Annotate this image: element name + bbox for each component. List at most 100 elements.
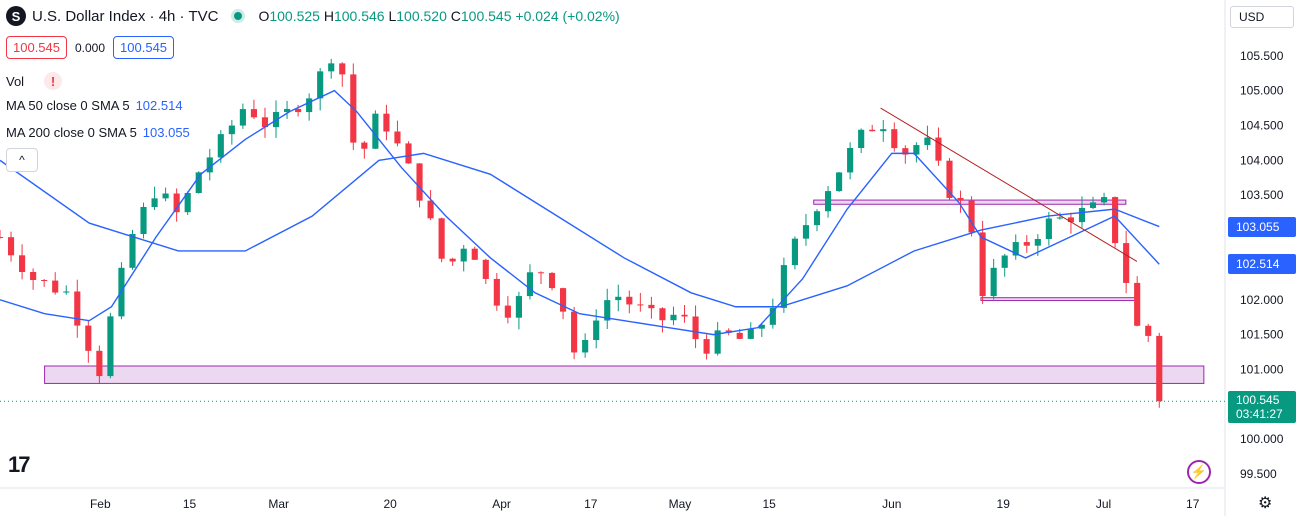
indicator-ma50[interactable]: MA 50 close 0 SMA 5 102.514 xyxy=(6,98,183,113)
candle-body xyxy=(604,300,611,321)
candle-body xyxy=(615,296,622,301)
last-price-tag: 100.545 03:41:27 xyxy=(1228,391,1296,424)
candle-body xyxy=(813,211,821,226)
candle-body xyxy=(460,248,467,262)
symbol-title[interactable]: U.S. Dollar Index · 4h · TVC xyxy=(32,7,219,25)
candle-body xyxy=(1156,335,1163,402)
price-tick-label: 105.500 xyxy=(1240,49,1284,63)
candle-body xyxy=(493,278,500,306)
candle-body xyxy=(637,304,644,306)
candle-body xyxy=(85,325,92,351)
time-tick-label: 20 xyxy=(383,497,397,511)
candle-body xyxy=(261,117,269,128)
candle-body xyxy=(526,272,534,297)
candle-body xyxy=(560,288,567,312)
candle-body xyxy=(162,193,169,199)
candle-body xyxy=(935,137,942,161)
indicator-label: Vol xyxy=(6,73,25,89)
candle-body xyxy=(173,193,180,213)
currency-select[interactable]: USD xyxy=(1230,6,1294,28)
ma200-line xyxy=(0,152,1160,308)
candle-body xyxy=(416,163,423,201)
candle-body xyxy=(504,305,511,318)
indicator-value: 103.055 xyxy=(142,125,190,140)
symbol-icon[interactable]: S xyxy=(6,6,26,26)
candle-body xyxy=(593,320,600,341)
candle-body xyxy=(52,280,59,293)
time-tick-label: Jun xyxy=(882,497,901,511)
time-tick-label: Mar xyxy=(268,497,289,511)
buy-button[interactable]: 100.545 xyxy=(113,36,175,59)
candle-body xyxy=(295,108,302,113)
candle-body xyxy=(140,206,147,235)
candle-body xyxy=(427,200,434,219)
candle-body xyxy=(847,147,854,173)
candle-body xyxy=(869,129,876,132)
candle-body xyxy=(891,129,898,149)
candle-body xyxy=(1045,218,1052,240)
candle-body xyxy=(858,129,865,148)
candle-body xyxy=(7,237,15,256)
countdown-value: 03:41:27 xyxy=(1236,407,1283,422)
gear-icon[interactable]: ⚙ xyxy=(1258,495,1273,512)
price-tick-label: 103.500 xyxy=(1240,188,1284,202)
indicator-ma200[interactable]: MA 200 close 0 SMA 5 103.055 xyxy=(6,125,190,140)
candle-body xyxy=(1134,282,1141,326)
candle-body xyxy=(250,109,257,118)
candle-body xyxy=(394,131,401,144)
candle-body xyxy=(482,259,489,279)
indicator-label: MA 50 close 0 SMA 5 xyxy=(6,98,130,113)
candle-body xyxy=(648,304,655,309)
trade-panel: 100.545 0.000 100.545 xyxy=(6,36,175,59)
candle-body xyxy=(1100,197,1108,203)
time-tick-label: 15 xyxy=(762,497,776,511)
indicator-value: 102.514 xyxy=(135,98,183,113)
candle-body xyxy=(582,340,589,353)
candle-body xyxy=(195,172,202,194)
candle-body xyxy=(151,198,158,207)
time-tick-label: 19 xyxy=(997,497,1011,511)
candle-body xyxy=(328,63,335,72)
candle-body xyxy=(791,238,798,266)
candle-body xyxy=(769,307,776,325)
candle-body xyxy=(372,113,379,149)
sell-button[interactable]: 100.545 xyxy=(6,36,67,59)
change-value: +0.024 (+0.02%) xyxy=(515,8,620,24)
candle-body xyxy=(703,339,710,354)
ohlc-values: O100.525 H100.546 L100.520 C100.545 +0.0… xyxy=(258,8,620,24)
low-value: 100.520 xyxy=(396,8,447,24)
candle-body xyxy=(1145,325,1152,336)
candle-body xyxy=(1023,242,1030,246)
open-value: 100.525 xyxy=(269,8,320,24)
support-zone xyxy=(980,297,1138,301)
tradingview-logo-icon[interactable]: 17 xyxy=(8,452,31,477)
candle-body xyxy=(1089,202,1097,208)
candle-body xyxy=(438,218,445,259)
time-tick-label: 17 xyxy=(584,497,598,511)
candle-body xyxy=(681,314,688,317)
candle-body xyxy=(206,157,213,173)
warning-icon[interactable]: ! xyxy=(44,72,63,90)
candle-body xyxy=(306,98,313,113)
close-value: 100.545 xyxy=(460,8,512,24)
candle-body xyxy=(957,197,964,201)
candle-body xyxy=(990,267,997,297)
candle-body xyxy=(63,291,70,293)
candle-body xyxy=(968,200,975,233)
candle-body xyxy=(924,137,931,146)
price-tick-label: 99.500 xyxy=(1240,467,1277,481)
candle-body xyxy=(1067,217,1075,223)
time-tick-label: Feb xyxy=(90,497,111,511)
candle-body xyxy=(780,265,787,308)
lightning-icon[interactable]: ⚡ xyxy=(1187,460,1211,484)
candle-body xyxy=(979,232,986,297)
collapse-legend-button[interactable]: ^ xyxy=(6,148,38,172)
indicator-vol[interactable]: Vol ! xyxy=(6,72,63,90)
time-tick-label: Jul xyxy=(1096,497,1111,511)
candle-body xyxy=(361,142,368,149)
price-tick-label: 101.000 xyxy=(1240,362,1284,376)
candle-body xyxy=(1112,197,1119,244)
indicator-label: MA 200 close 0 SMA 5 xyxy=(6,125,137,140)
candle-body xyxy=(824,191,832,212)
